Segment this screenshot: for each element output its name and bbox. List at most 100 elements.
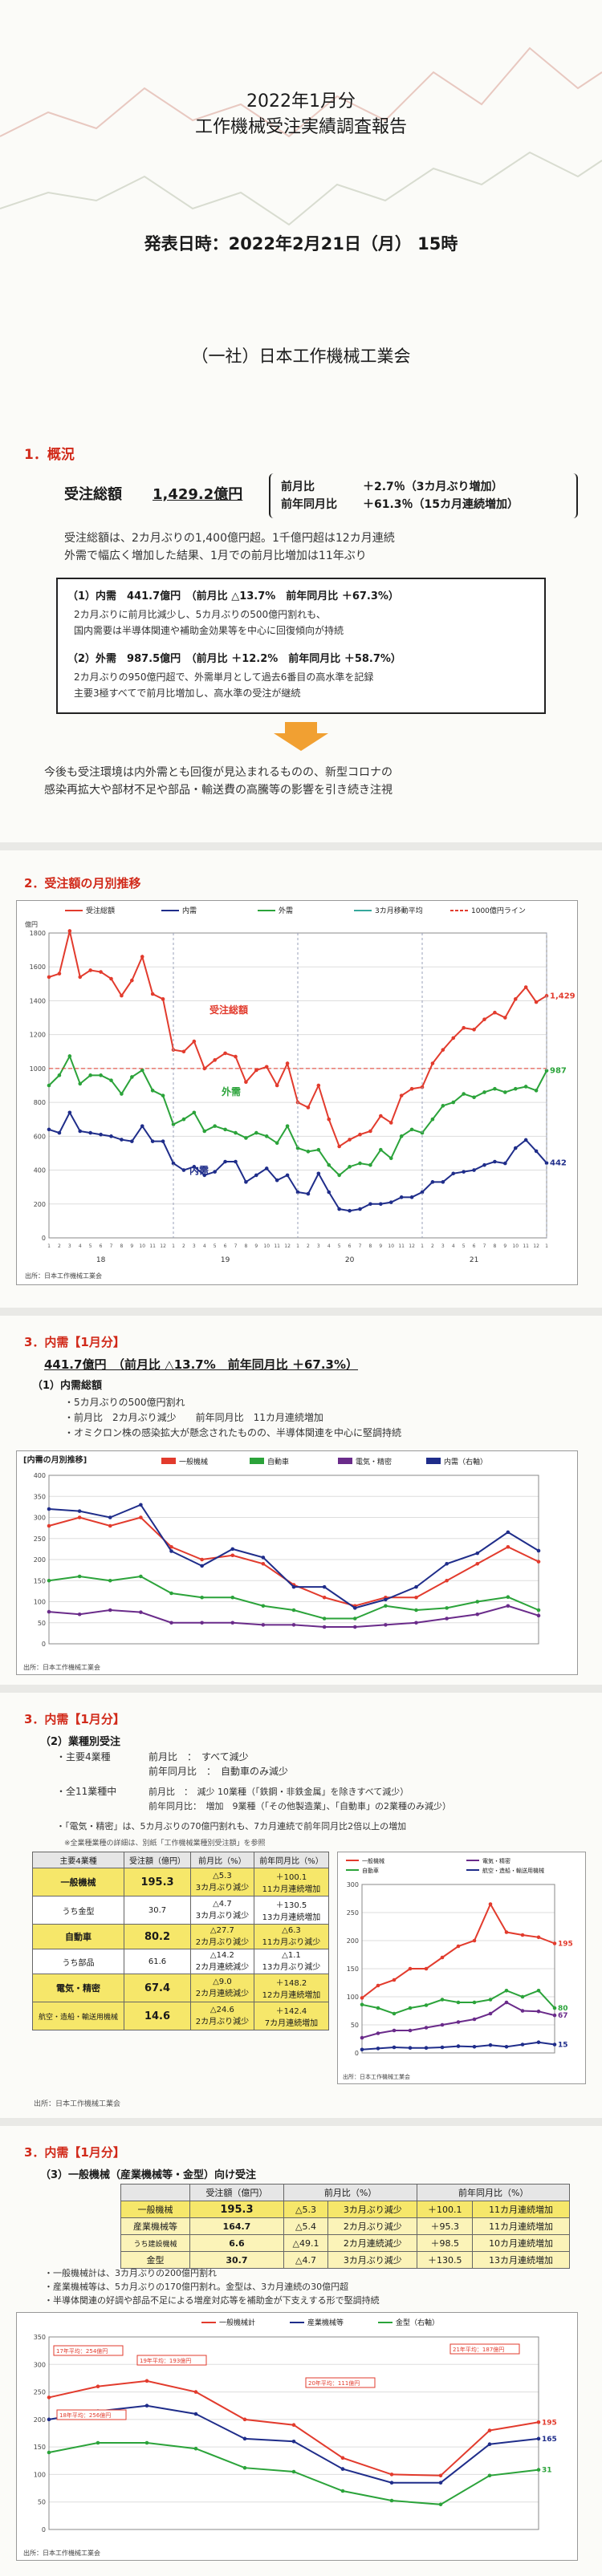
section-domestic-title: 3．内需【1月分】 xyxy=(24,1335,125,1349)
x-tick-label: 10 xyxy=(263,1243,270,1249)
domestic-chart-frame: [内需の月別推移] 一般機械 自動車 電気・精密 内需（右軸） 0 50 100 150 200 2… xyxy=(16,1450,578,1675)
th-amount: 受注額（億円） xyxy=(124,1852,191,1868)
data-point xyxy=(388,1156,393,1161)
data-point xyxy=(200,1621,204,1625)
data-point xyxy=(230,1547,235,1552)
x-tick-label: 3 xyxy=(317,1243,320,1249)
row-value: 67.4 xyxy=(124,1974,191,2002)
data-point xyxy=(358,1132,362,1137)
x-tick-label: 1 xyxy=(296,1243,299,1249)
y-tick-label: 200 xyxy=(34,1556,46,1564)
row-mom-value: △24.6 xyxy=(209,2006,234,2014)
data-point xyxy=(472,1938,477,1943)
data-point xyxy=(408,1966,413,1971)
data-point xyxy=(234,1054,238,1059)
row-mom-note: 2カ月連続減少 xyxy=(327,2234,418,2252)
row-mom-value: △5.3 xyxy=(283,2201,329,2218)
table-row: 一般機械 195.3 △5.3 3カ月ぶり減少 ＋100.1 11カ月連続増加 xyxy=(120,2201,570,2218)
data-point xyxy=(506,1530,510,1535)
end-label: 195 xyxy=(542,2419,557,2427)
data-point xyxy=(360,2047,364,2052)
data-point xyxy=(202,1129,207,1134)
data-point xyxy=(327,1117,332,1122)
y-tick-label: 200 xyxy=(34,2416,46,2424)
data-point xyxy=(200,1557,204,1562)
row-mom-value: △4.7 xyxy=(213,1900,232,1909)
data-point xyxy=(244,1136,248,1140)
annotation-label: 17年平均：254億円 xyxy=(56,2347,108,2355)
domestic-external-box: （1）内需 441.7億円 （前月比 △13.7% 前年同月比 ＋67.3%） … xyxy=(56,578,546,714)
x-tick-label: 5 xyxy=(89,1243,92,1249)
end-label-domestic: 442 xyxy=(550,1159,567,1168)
domestic-headline: （1）内需 441.7億円 （前月比 △13.7% 前年同月比 ＋67.3%） xyxy=(67,590,399,602)
data-point xyxy=(360,1996,364,2000)
data-point xyxy=(295,1190,300,1195)
data-point xyxy=(109,976,113,981)
data-point xyxy=(472,2000,477,2005)
general-bullet-1: ・一般機械計は、3カ月ぶりの200億円割れ xyxy=(44,2268,217,2278)
data-point xyxy=(340,2467,345,2471)
y-tick-label: 1600 xyxy=(30,963,46,971)
data-point xyxy=(368,1129,372,1134)
data-point xyxy=(47,975,51,980)
data-point xyxy=(399,1134,404,1138)
y-tick-label: 100 xyxy=(347,1994,359,2001)
data-point xyxy=(493,1010,497,1015)
annotation-box xyxy=(136,2355,207,2366)
data-point xyxy=(78,975,83,980)
row-name: 一般機械 xyxy=(31,1868,125,1897)
row-yoy-note: 10カ月連続増加 xyxy=(472,2234,570,2252)
data-point xyxy=(513,1146,518,1150)
data-point xyxy=(295,1146,300,1150)
x-year-label: 19 xyxy=(221,1256,230,1264)
industry-table: 主要4業種 受注額（億円） 前月比（%） 前年同月比（%） 一般機械 195.3… xyxy=(31,1852,330,2030)
annotation-label: 19年平均：193億円 xyxy=(140,2357,191,2364)
data-point xyxy=(506,1604,510,1608)
chart-source: 出所：日本工作機械工業会 xyxy=(25,1272,102,1280)
external-line-2: 主要3極すべてで前月比増加し、高水準の受注が継続 xyxy=(74,688,301,699)
data-point xyxy=(409,1195,414,1199)
row-yoy: △1.1 13カ月ぶり減少 xyxy=(253,1949,330,1974)
legend-label: 3カ月移動平均 xyxy=(375,906,423,915)
data-point xyxy=(78,1081,83,1086)
x-tick-label: 11 xyxy=(523,1243,529,1249)
data-point xyxy=(408,2046,413,2050)
data-point xyxy=(88,1073,92,1077)
data-point xyxy=(275,1178,279,1183)
general-table: 受注額（億円） 前月比（%） 前年同月比（%） 一般機械 195.3 △5.3 … xyxy=(120,2184,570,2269)
industry-subtitle: （2）業種別受注 xyxy=(40,1736,121,1748)
data-point xyxy=(451,1100,456,1105)
domestic-headline-big: 441.7億円 （前月比 △13.7% 前年同月比 ＋67.3%） xyxy=(44,1357,359,1372)
data-point xyxy=(169,1621,173,1625)
data-point xyxy=(424,2026,429,2030)
data-point xyxy=(534,1149,539,1154)
domestic-bullet-3: ・オミクロン株の感染拡大が懸念されたものの、半導体関連を中心に堅調持続 xyxy=(64,1427,402,1438)
data-point xyxy=(472,1168,476,1172)
data-point xyxy=(482,1090,486,1094)
y-tick-label: 150 xyxy=(34,2444,46,2451)
legend-label: 一般機械 xyxy=(179,1457,208,1466)
y-tick-label: 600 xyxy=(34,1133,46,1140)
x-tick-label: 11 xyxy=(274,1243,280,1249)
y-tick-label: 50 xyxy=(38,2499,46,2506)
data-point xyxy=(327,1162,332,1167)
data-point xyxy=(213,1124,217,1128)
data-point xyxy=(234,1130,238,1135)
x-tick-label: 8 xyxy=(245,1243,248,1249)
section-overview-title: 1．概況 xyxy=(24,447,75,463)
row-yoy-value: ＋142.4 xyxy=(275,2007,307,2016)
external-headline: （2）外需 987.5億円 （前月比 ＋12.2% 前年同月比 ＋58.7%） xyxy=(67,653,401,665)
x-tick-label: 9 xyxy=(503,1243,506,1249)
x-year-label: 21 xyxy=(470,1256,478,1264)
data-point xyxy=(368,1162,372,1167)
table-row: 産業機械等 164.7 △5.4 2カ月ぶり減少 ＋95.3 11カ月連続増加 xyxy=(120,2217,570,2235)
legend-swatch xyxy=(426,1458,441,1464)
data-point xyxy=(513,1086,518,1091)
y-tick-label: 200 xyxy=(34,1201,46,1208)
legend-swatch xyxy=(250,1458,264,1464)
data-point xyxy=(264,1134,269,1138)
data-point xyxy=(264,1065,269,1069)
industry-l2a: ・全11業種中 xyxy=(56,1786,117,1797)
data-point xyxy=(285,1173,290,1178)
data-point xyxy=(493,1159,497,1164)
